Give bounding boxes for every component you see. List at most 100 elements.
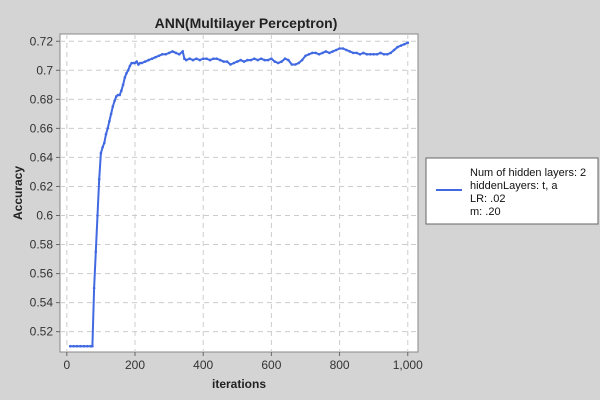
y-tick-label: 0.72 [30, 34, 54, 48]
data-point [273, 60, 277, 63]
data-point [79, 344, 82, 348]
data-point [314, 51, 318, 55]
data-point [181, 50, 184, 53]
data-point [348, 50, 352, 53]
data-point [147, 58, 150, 62]
y-axis-label: Accuracy [11, 166, 25, 220]
data-point [164, 53, 167, 56]
data-point [161, 53, 164, 56]
legend-line-4: m: .20 [470, 206, 501, 218]
data-point [188, 57, 191, 60]
data-point [375, 53, 379, 56]
data-point [198, 58, 202, 62]
x-tick-label: 0 [63, 358, 70, 372]
data-point [379, 51, 382, 55]
data-point [256, 58, 260, 62]
data-point [345, 48, 348, 52]
y-tick-label: 0.68 [30, 92, 54, 106]
data-point [307, 53, 311, 56]
data-point [106, 127, 109, 130]
data-point [178, 53, 181, 56]
axis-ticks: 0.52 0.54 0.56 0.58 0.6 0.62 0.64 0.66 0.68 0.7 0.… [30, 34, 423, 372]
data-point [150, 57, 154, 60]
data-point [101, 146, 104, 149]
data-point [157, 54, 161, 58]
data-point [266, 58, 270, 62]
data-point [92, 286, 96, 290]
data-point [94, 250, 98, 254]
data-point [72, 344, 75, 348]
data-point [96, 214, 99, 217]
x-tick-label: 800 [330, 358, 350, 372]
legend-line-2: hiddenLayers: t, a [470, 180, 558, 192]
data-point [201, 57, 205, 60]
data-point [225, 60, 229, 63]
data-point [183, 57, 186, 60]
data-point [253, 57, 256, 60]
data-point [109, 112, 113, 116]
data-point [382, 53, 386, 56]
data-point [341, 47, 345, 50]
data-point [369, 53, 372, 56]
data-point [143, 60, 147, 63]
data-point [287, 58, 290, 62]
data-point [108, 119, 111, 123]
data-point [154, 55, 157, 59]
data-point [125, 71, 128, 75]
data-point [270, 57, 273, 60]
y-tick-label: 0.52 [30, 325, 54, 339]
y-tick-label: 0.6 [36, 209, 53, 223]
y-tick-label: 0.54 [30, 296, 54, 310]
data-point [167, 51, 171, 55]
x-tick-label: 400 [193, 358, 213, 372]
data-point [191, 58, 195, 62]
data-point [297, 61, 301, 65]
data-point [121, 83, 125, 87]
data-point [239, 58, 242, 62]
x-tick-label: 600 [261, 358, 281, 372]
data-point [328, 51, 331, 55]
data-point [358, 53, 362, 56]
data-point [276, 61, 280, 65]
data-point [300, 58, 304, 62]
data-point [259, 57, 263, 60]
y-tick-label: 0.7 [36, 63, 53, 77]
y-tick-label: 0.64 [30, 150, 54, 164]
data-point [123, 76, 127, 79]
x-axis-label: iterations [212, 377, 266, 391]
data-point [222, 60, 225, 63]
data-point [195, 57, 198, 60]
data-point [137, 63, 140, 66]
y-tick-label: 0.66 [30, 121, 54, 135]
data-point [75, 344, 79, 348]
legend-line-3: LR: .02 [470, 193, 505, 205]
data-point [406, 41, 410, 44]
data-point [236, 60, 239, 63]
data-point [135, 60, 138, 63]
data-point [212, 57, 215, 60]
data-point [232, 61, 236, 65]
data-point [97, 177, 101, 181]
data-point [283, 57, 287, 60]
data-point [215, 57, 219, 60]
data-point [128, 64, 132, 68]
data-point [304, 54, 307, 58]
data-point [372, 53, 376, 56]
data-point [242, 60, 246, 63]
data-point [113, 99, 116, 103]
data-point [68, 344, 72, 348]
data-point [208, 58, 212, 62]
x-tick-label: 1,000 [393, 358, 423, 372]
data-point [218, 58, 222, 62]
data-point [111, 105, 115, 108]
data-point [365, 53, 369, 56]
chart-title: ANN(Multilayer Perceptron) [155, 15, 338, 31]
grid-lines [60, 34, 418, 352]
data-point [399, 44, 403, 47]
data-point [249, 58, 253, 62]
data-point [120, 89, 123, 92]
y-tick-label: 0.62 [30, 179, 54, 193]
data-point [280, 60, 283, 63]
